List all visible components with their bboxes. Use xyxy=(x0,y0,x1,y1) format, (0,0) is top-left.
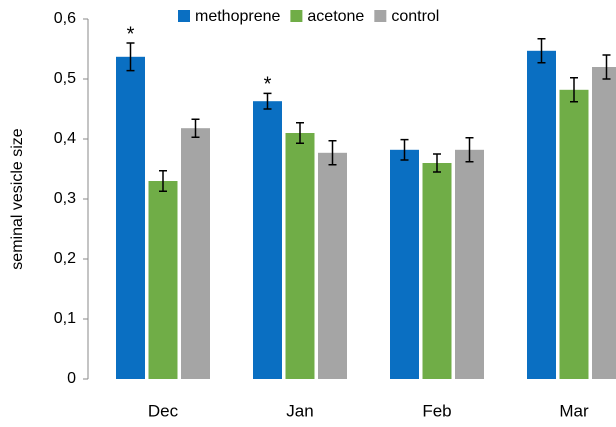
error-bar xyxy=(191,118,200,138)
bar xyxy=(318,152,347,379)
bar xyxy=(527,50,556,380)
annotation: * xyxy=(264,74,272,96)
x-tick-label: Dec xyxy=(148,401,179,420)
legend-label: acetone xyxy=(307,8,364,25)
bar xyxy=(422,163,452,379)
x-tick-label: Jan xyxy=(286,401,313,420)
legend-swatch xyxy=(374,10,387,22)
error-bar xyxy=(400,138,409,161)
error-bar xyxy=(263,92,272,110)
error-bar xyxy=(570,77,578,103)
y-tick-label: 0,1 xyxy=(54,310,76,327)
y-tick-label: 0,2 xyxy=(54,250,76,267)
y-tick-label: 0,6 xyxy=(54,10,76,27)
legend-swatch xyxy=(178,10,190,22)
bar xyxy=(181,128,210,379)
y-tick-label: 0,5 xyxy=(54,70,76,87)
bar xyxy=(285,133,315,379)
error-bar xyxy=(537,38,546,64)
x-tick-label: Mar xyxy=(559,401,589,420)
error-bar xyxy=(159,170,167,192)
error-bar xyxy=(465,137,474,163)
y-axis-label: seminal vesicle size xyxy=(9,128,26,269)
bar xyxy=(253,101,282,379)
y-tick-label: 0,4 xyxy=(54,130,76,147)
bar xyxy=(455,149,484,379)
x-tick-label: Feb xyxy=(422,401,451,420)
annotation: * xyxy=(127,23,135,45)
error-bar xyxy=(126,42,135,72)
legend-swatch xyxy=(290,10,303,22)
bar xyxy=(559,89,589,380)
bar xyxy=(390,149,419,379)
y-tick-label: 0,3 xyxy=(54,190,76,207)
legend-label: methoprene xyxy=(195,8,280,25)
error-bar xyxy=(602,54,611,80)
bar xyxy=(148,181,178,379)
bar xyxy=(592,67,616,379)
bar xyxy=(116,56,145,380)
y-tick-label: 0 xyxy=(67,370,76,387)
legend-label: control xyxy=(391,8,439,25)
error-bar xyxy=(328,140,337,166)
error-bar xyxy=(296,122,304,144)
error-bar xyxy=(433,153,441,173)
